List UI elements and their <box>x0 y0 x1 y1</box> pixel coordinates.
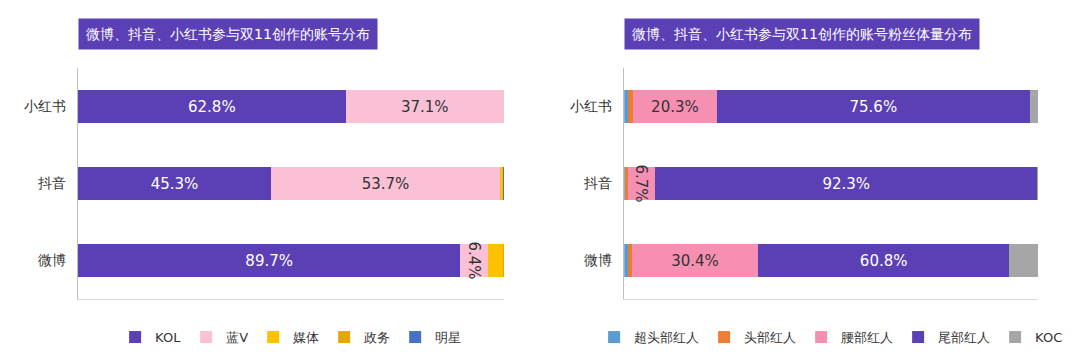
svg-text:6.4%: 6.4% <box>465 241 483 279</box>
svg-text:抖音: 抖音 <box>583 175 612 191</box>
svg-text:超头部红人: 超头部红人 <box>634 330 699 345</box>
svg-text:75.6%: 75.6% <box>849 98 897 116</box>
svg-text:6.7%: 6.7% <box>632 164 650 202</box>
svg-text:KOC: KOC <box>1035 330 1062 345</box>
svg-text:89.7%: 89.7% <box>245 252 293 270</box>
svg-text:头部红人: 头部红人 <box>744 330 796 345</box>
svg-text:政务: 政务 <box>364 330 390 345</box>
svg-text:KOL: KOL <box>155 330 181 345</box>
svg-text:62.8%: 62.8% <box>188 98 236 116</box>
svg-text:明星: 明星 <box>435 330 461 345</box>
svg-text:微博: 微博 <box>38 252 66 268</box>
svg-text:微博、抖音、小红书参与双11创作的账号粉丝体量分布: 微博、抖音、小红书参与双11创作的账号粉丝体量分布 <box>632 26 972 42</box>
svg-text:蓝V: 蓝V <box>226 330 248 345</box>
svg-text:小红书: 小红书 <box>570 98 612 114</box>
svg-text:抖音: 抖音 <box>37 175 66 191</box>
svg-text:30.4%: 30.4% <box>671 252 719 270</box>
svg-text:媒体: 媒体 <box>293 330 319 345</box>
svg-text:53.7%: 53.7% <box>362 175 410 193</box>
svg-text:92.3%: 92.3% <box>822 175 870 193</box>
svg-text:37.1%: 37.1% <box>401 98 449 116</box>
svg-text:60.8%: 60.8% <box>860 252 908 270</box>
svg-text:微博: 微博 <box>584 252 612 268</box>
svg-text:20.3%: 20.3% <box>651 98 699 116</box>
svg-text:小红书: 小红书 <box>24 98 66 114</box>
svg-text:45.3%: 45.3% <box>151 175 199 193</box>
svg-text:尾部红人: 尾部红人 <box>938 330 990 345</box>
svg-text:微博、抖音、小红书参与双11创作的账号分布: 微博、抖音、小红书参与双11创作的账号分布 <box>86 26 370 42</box>
svg-text:腰部红人: 腰部红人 <box>841 330 893 345</box>
